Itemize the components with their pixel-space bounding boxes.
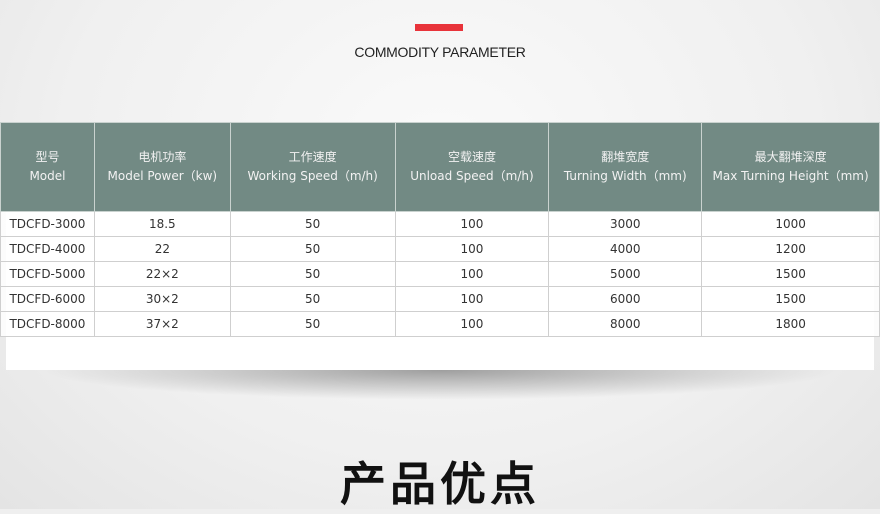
table-cell: 22 xyxy=(93,236,231,262)
column-header: 型号 Model xyxy=(0,122,95,212)
parameter-table: 型号 Model 电机功率 Model Power（kw) 工作速度 Working Sp… xyxy=(0,122,880,337)
header-cn: 翻堆宽度 xyxy=(601,150,650,164)
table-cell: 50 xyxy=(229,311,396,337)
header-en: Unload Speed（m/h) xyxy=(410,169,534,183)
table-cell: 8000 xyxy=(548,311,703,337)
header-cn: 型号 xyxy=(35,150,60,164)
table-row: TDCFD-4000 22 50 100 4000 1200 xyxy=(0,236,880,262)
column-header: 空载速度 Unload Speed（m/h) xyxy=(394,122,550,212)
table-row: TDCFD-5000 22×2 50 100 5000 1500 xyxy=(0,261,880,287)
header-en: Max Turning Height（mm) xyxy=(712,169,869,183)
table-cell: 5000 xyxy=(548,261,703,287)
column-header: 翻堆宽度 Turning Width（mm) xyxy=(548,122,703,212)
table-cell: TDCFD-3000 xyxy=(0,211,95,237)
table-cell: 50 xyxy=(229,261,396,287)
next-section-title: 产品优点 xyxy=(340,457,540,511)
table-cell: 50 xyxy=(229,211,396,237)
table-cell: 1500 xyxy=(701,261,880,287)
table-cell: 100 xyxy=(394,311,550,337)
table-row: TDCFD-3000 18.5 50 100 3000 1000 xyxy=(0,211,880,237)
table-cell: 3000 xyxy=(548,211,703,237)
header-en: Model Power（kw) xyxy=(107,169,218,183)
header-en: Working Speed（m/h) xyxy=(247,169,378,183)
table-cell: 30×2 xyxy=(93,286,231,312)
header-en: Model xyxy=(29,169,66,183)
table-cell: 100 xyxy=(394,211,550,237)
table-cell: 6000 xyxy=(548,286,703,312)
table-cell: 100 xyxy=(394,236,550,262)
table-cell: 4000 xyxy=(548,236,703,262)
column-header: 最大翻堆深度 Max Turning Height（mm) xyxy=(701,122,880,212)
table-cell: TDCFD-5000 xyxy=(0,261,95,287)
table-row: TDCFD-6000 30×2 50 100 6000 1500 xyxy=(0,286,880,312)
table-cell: 37×2 xyxy=(93,311,231,337)
accent-bar xyxy=(415,24,463,31)
header-cn: 空载速度 xyxy=(447,150,496,164)
table-cell: 22×2 xyxy=(93,261,231,287)
header-cn: 电机功率 xyxy=(138,150,187,164)
header-cn: 工作速度 xyxy=(288,150,337,164)
header-cn: 最大翻堆深度 xyxy=(754,150,827,164)
panel-shadow xyxy=(40,370,840,400)
table-cell: TDCFD-6000 xyxy=(0,286,95,312)
column-header: 电机功率 Model Power（kw) xyxy=(93,122,231,212)
table-cell: 18.5 xyxy=(93,211,231,237)
table-row: TDCFD-8000 37×2 50 100 8000 1800 xyxy=(0,311,880,337)
table-cell: 1000 xyxy=(701,211,880,237)
table-cell: TDCFD-8000 xyxy=(0,311,95,337)
table-cell: TDCFD-4000 xyxy=(0,236,95,262)
table-cell: 1800 xyxy=(701,311,880,337)
section-subtitle: COMMODITY PARAMETER xyxy=(354,44,526,60)
table-cell: 1200 xyxy=(701,236,880,262)
table-cell: 50 xyxy=(229,236,396,262)
table-cell: 1500 xyxy=(701,286,880,312)
header-en: Turning Width（mm) xyxy=(563,169,687,183)
table-cell: 50 xyxy=(229,286,396,312)
column-header: 工作速度 Working Speed（m/h) xyxy=(229,122,396,212)
table-cell: 100 xyxy=(394,286,550,312)
table-cell: 100 xyxy=(394,261,550,287)
